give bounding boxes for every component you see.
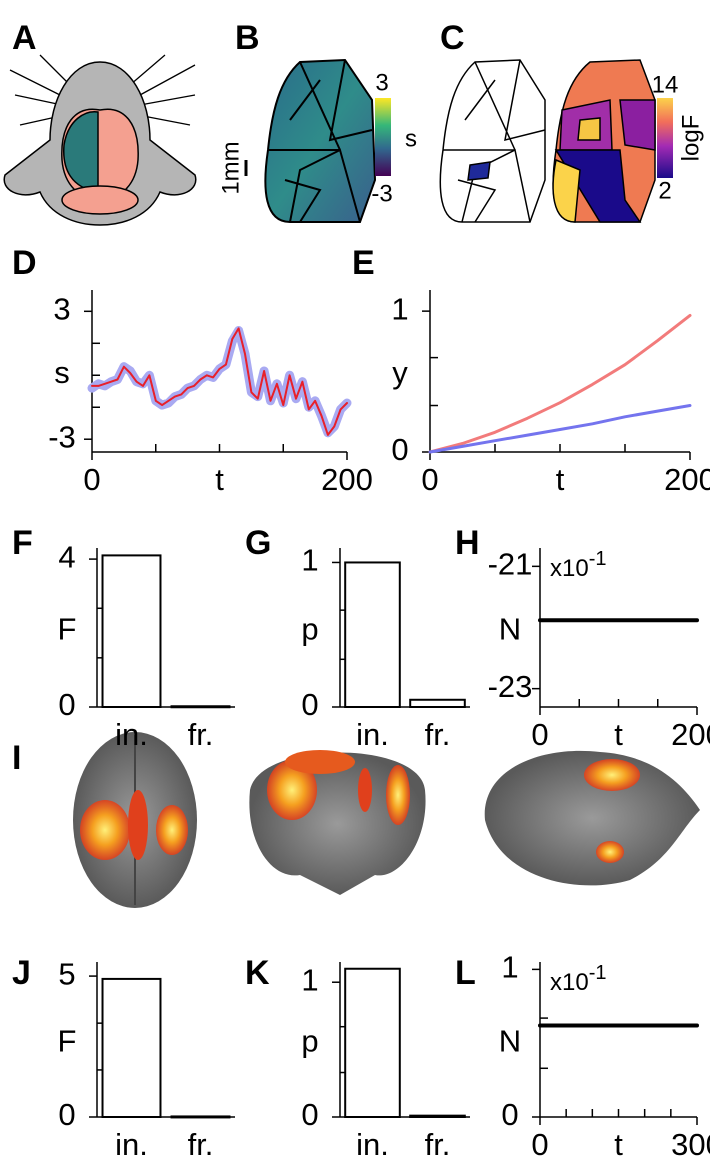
panel-label: E (352, 244, 375, 282)
y-axis-label: N (499, 612, 521, 647)
colorbar-label: s (405, 125, 417, 152)
panel-label: D (12, 244, 37, 282)
y-tick-label: 5 (58, 956, 75, 991)
y-axis-label: y (392, 355, 408, 390)
bar (409, 1114, 466, 1119)
cortex-map-b (244, 58, 391, 223)
x-tick-label: in. (115, 717, 148, 752)
panel-label: C (440, 19, 465, 57)
parcellation-map-c (439, 59, 673, 223)
y-axis-label: p (301, 612, 318, 647)
panel-label: K (245, 954, 270, 992)
y-tick-label: 0 (58, 687, 75, 722)
bar (409, 698, 466, 708)
colorbar-max: 3 (375, 69, 388, 96)
line-series (428, 313, 692, 454)
colorbar-min: 2 (658, 177, 671, 204)
scale-bar-label: 1mm (217, 141, 244, 194)
line-series (428, 404, 692, 454)
multiplier: x10-1 (550, 962, 607, 996)
x-tick-label: 200 (671, 717, 710, 752)
x-tick-label: in. (356, 1127, 389, 1162)
panel-label: G (245, 524, 271, 562)
x-tick-label: 0 (531, 717, 548, 752)
y-axis-label: s (54, 355, 70, 390)
y-tick-label: 3 (53, 292, 70, 327)
panel-label: H (455, 524, 480, 562)
x-tick-label: 200 (664, 462, 710, 497)
x-axis-label: t (614, 717, 623, 752)
x-tick-label: 200 (321, 462, 373, 497)
x-axis-label: t (614, 1127, 623, 1162)
y-axis-label: F (58, 612, 77, 647)
y-tick-label: 0 (501, 1097, 518, 1132)
bar (101, 554, 162, 708)
multiplier: x10-1 (550, 548, 607, 582)
x-tick-label: fr. (188, 717, 214, 752)
y-axis-label: F (58, 1024, 77, 1059)
bar (101, 977, 162, 1119)
y-tick-label: 0 (391, 432, 408, 467)
bar (344, 967, 401, 1118)
x-axis-label: t (556, 462, 565, 497)
mouse-illustration (3, 54, 197, 226)
x-tick-label: in. (115, 1127, 148, 1162)
multiplier-base: x10 (550, 555, 589, 582)
y-tick-label: -21 (488, 547, 533, 582)
line-series (91, 327, 348, 436)
bar (170, 705, 231, 709)
x-tick-label: 300 (671, 1127, 710, 1162)
x-tick-label: in. (356, 717, 389, 752)
y-tick-label: 1 (391, 291, 408, 326)
x-tick-label: fr. (425, 717, 451, 752)
y-tick-label: 4 (58, 539, 75, 574)
y-tick-label: 1 (301, 543, 318, 578)
bar (344, 561, 401, 708)
colorbar-label: logF (677, 115, 704, 162)
multiplier-exponent: -1 (589, 962, 607, 984)
y-tick-label: 1 (501, 950, 518, 985)
y-tick-label: -3 (48, 419, 76, 454)
x-tick-label: fr. (188, 1127, 214, 1162)
panel-label: A (12, 19, 37, 57)
panel-label: I (12, 739, 21, 777)
panel-label: B (235, 19, 260, 57)
brain-images (73, 732, 700, 908)
y-tick-label: 0 (58, 1097, 75, 1132)
x-axis-label: t (215, 462, 224, 497)
y-tick-label: 0 (301, 1097, 318, 1132)
y-tick-label: 1 (301, 962, 318, 997)
multiplier-base: x10 (550, 969, 589, 996)
panel-label: L (455, 954, 476, 992)
multiplier-exponent: -1 (589, 548, 607, 570)
x-tick-label: 0 (531, 1127, 548, 1162)
x-tick-label: 0 (421, 462, 438, 497)
y-axis-label: p (301, 1024, 318, 1059)
x-tick-label: 0 (83, 462, 100, 497)
colorbar-min: -3 (371, 180, 392, 207)
x-tick-label: fr. (425, 1127, 451, 1162)
line-series (87, 326, 352, 438)
panel-label: F (12, 524, 33, 562)
panel-label: J (12, 954, 31, 992)
y-axis-label: N (499, 1024, 521, 1059)
colorbar-max: 14 (652, 71, 679, 98)
y-tick-label: -23 (488, 669, 533, 704)
bar (170, 1115, 231, 1119)
y-tick-label: 0 (301, 687, 318, 722)
